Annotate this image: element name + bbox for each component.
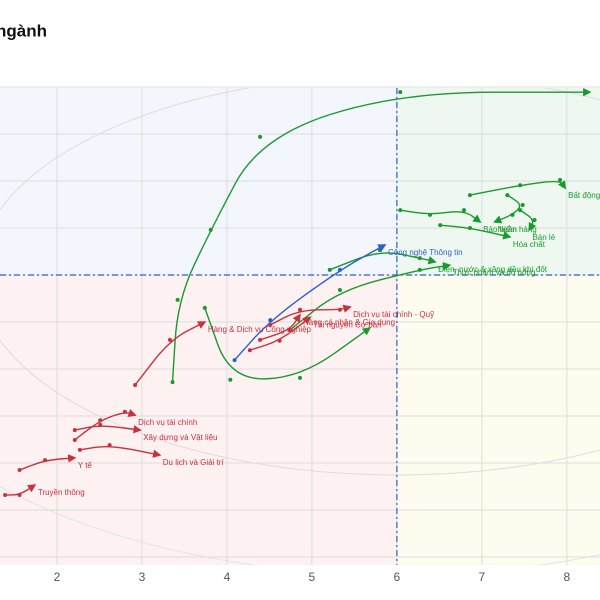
tail-point [232,358,237,363]
tail-point [98,418,103,423]
tail-point [208,227,213,232]
tail-point [170,380,175,385]
tail-point [298,375,302,380]
sector-label: Tài nguyên Cơ bản [313,320,381,329]
tail-point [107,443,112,448]
sector-label: Ngân hàng [498,225,537,234]
tail-point [3,492,8,497]
sector-label: Hàng cá nhân & Gia dụng [303,318,395,327]
x-tick-label: 8 [564,570,571,584]
tail [204,307,372,380]
tail-point [510,212,515,217]
tail-point [298,307,302,312]
tail-point [98,422,103,427]
x-tick-label: 5 [309,570,316,584]
sector-label: Du lịch và Giải trí [163,458,225,467]
tail-point [398,90,403,95]
tail-point [122,409,127,414]
tail [493,194,521,224]
sector-label: Bất động sản [568,191,600,200]
sector-label: Y tế [78,461,93,470]
tails [3,88,592,497]
tail [289,262,452,331]
tail-point [337,307,342,312]
tail [134,321,207,386]
sector-label: Dịch vụ tài chính - Quỹ [353,310,434,319]
tail-point [518,208,523,213]
tail-point [505,193,510,198]
tail-point [558,178,563,183]
quadrant [396,275,600,565]
tail-point [17,468,22,473]
x-tick-label: 4 [224,570,231,584]
sector-label: Dịch vụ tài chính [138,418,197,427]
sector-label: Bảo hiểm [483,225,517,234]
sector-label: Xây dựng và Vật liệu [143,433,217,442]
tail-point [520,202,525,207]
sector-label: Thực phẩm và đồ uống [453,268,536,277]
tail-point [175,297,180,302]
tail-point [268,318,273,323]
tail-point [327,267,332,272]
x-tick-label: 3 [139,570,146,584]
tail-point [518,183,523,188]
tail-point [268,322,273,327]
tail-point [337,288,342,293]
x-tick-label: 7 [479,570,486,584]
tail-point [462,208,467,213]
tail-point [417,256,422,261]
tail-point [228,377,233,382]
tail-point [258,337,263,342]
tail-point [167,337,172,342]
tail [400,209,482,223]
sector-label: Công nghệ Thông tin [388,248,463,257]
tail-point [72,428,77,433]
grid: 2 3 4 5 6 7 8 [0,86,600,584]
tail-point [398,208,403,213]
tail-point [428,212,433,217]
chart-title: ngành [0,21,47,40]
tail-point [337,267,342,272]
sector-label: Điện, nước & xăng dầu khí đốt [438,265,548,274]
tail-point [277,338,282,343]
tail-point [467,226,472,230]
tail-point [287,327,292,332]
sector-label: Bán lẻ [532,233,555,242]
tail-point [202,305,207,310]
tail-point [72,437,77,442]
sector-label: Hóa chất [513,240,546,249]
tail-point [417,267,422,272]
tail-point [77,447,82,452]
tail-point [438,223,443,228]
tail-point [532,218,537,223]
sector-label: Truyền thông [38,488,85,497]
tail [234,244,387,361]
tail-point [258,134,263,139]
tail [171,88,592,383]
tail-point [467,193,472,198]
tail-point [17,492,22,497]
tail-point [133,382,138,387]
tail-point [247,348,252,353]
x-tick-label: 6 [394,570,401,584]
tail-point [43,458,48,463]
x-tick-label: 2 [54,570,61,584]
sector-label: Hàng & Dịch vụ Công nghiệp [208,325,312,334]
